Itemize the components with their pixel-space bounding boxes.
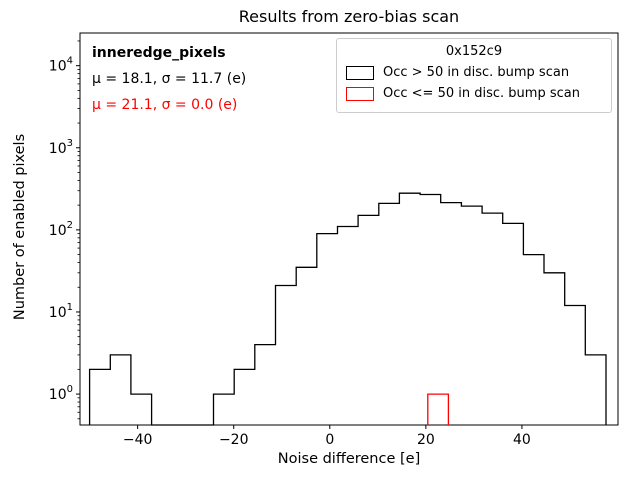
- legend-label-occ-le-50: Occ <= 50 in disc. bump scan: [383, 86, 580, 101]
- annotation-stats-black: μ = 18.1, σ = 11.7 (e): [92, 71, 247, 87]
- chart-title: Results from zero-bias scan: [238, 7, 460, 26]
- series-path-0: [88, 192, 607, 426]
- legend-swatch-red-icon: [346, 86, 374, 101]
- legend-title: 0x152c9: [445, 44, 503, 59]
- y-axis-label: Number of enabled pixels: [12, 133, 28, 321]
- plot-frame: [79, 32, 619, 426]
- legend-entry-occ-le-50: Occ <= 50 in disc. bump scan: [346, 86, 602, 101]
- y-tick-label: 102: [49, 220, 73, 239]
- legend-entry-occ-gt-50: Occ > 50 in disc. bump scan: [346, 65, 602, 80]
- annotation-stats-red: μ = 21.1, σ = 0.0 (e): [92, 97, 238, 113]
- x-tick-label: −20: [219, 432, 249, 448]
- y-tick-label: 104: [49, 56, 73, 75]
- series-path-1: [427, 393, 450, 425]
- y-tick-label: 100: [49, 384, 73, 403]
- x-axis-label: Noise difference [e]: [277, 451, 421, 467]
- y-tick-label: 101: [49, 302, 73, 321]
- x-tick-label: −40: [123, 432, 153, 448]
- y-tick-label: 103: [49, 138, 73, 157]
- x-tick-label: 40: [513, 432, 531, 448]
- legend-label-occ-gt-50: Occ > 50 in disc. bump scan: [383, 65, 570, 80]
- legend-swatch-black-icon: [346, 65, 374, 80]
- legend: 0x152c9 Occ > 50 in disc. bump scan Occ …: [336, 38, 612, 113]
- annotation-dataset-name: inneredge_pixels: [92, 45, 226, 61]
- x-tick-label: 20: [417, 432, 435, 448]
- x-tick-label: 0: [325, 432, 334, 448]
